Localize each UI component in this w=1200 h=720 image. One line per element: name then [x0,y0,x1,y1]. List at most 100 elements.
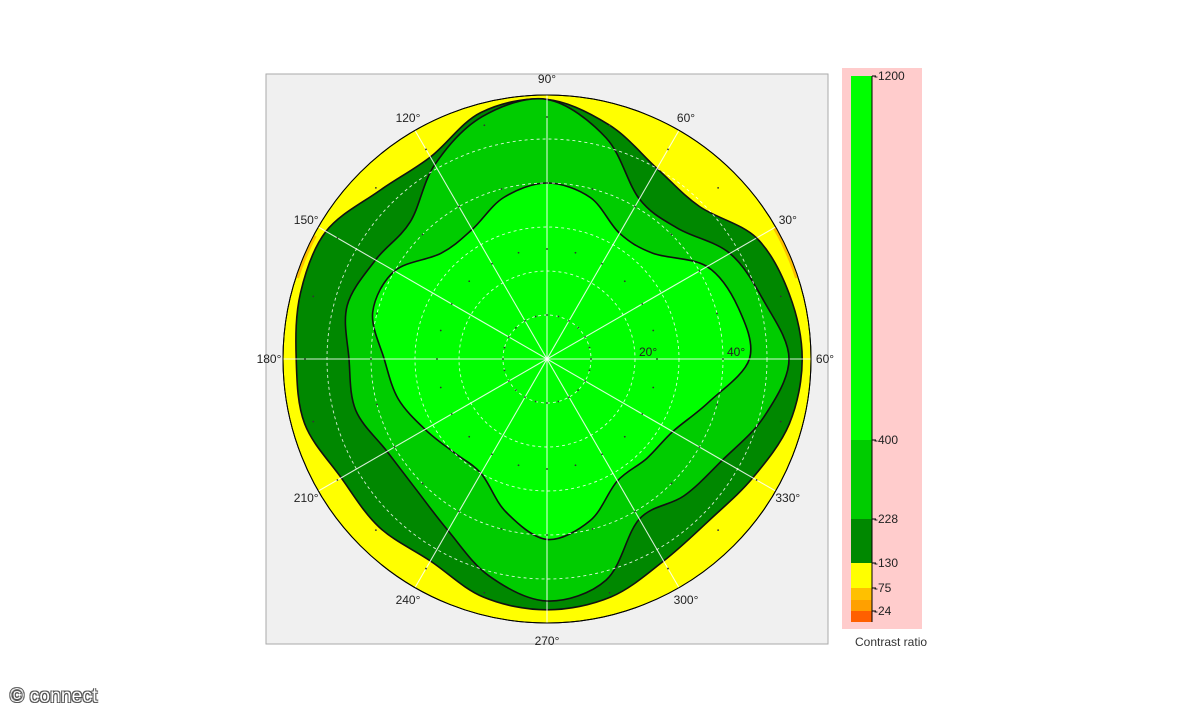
sample-dot [524,319,526,322]
sample-dot [574,464,577,467]
sample-dot [641,303,644,305]
angle-label: 180° [257,352,282,366]
sample-dot [590,358,592,360]
sample-dot [601,453,603,456]
sample-dot [641,413,644,415]
sample-dot [588,369,591,372]
sample-dot [716,403,718,406]
sample-dot [524,396,526,399]
sample-dot [717,529,720,532]
sample-dot [425,567,427,570]
sample-dot [634,205,636,208]
angle-label: 210° [294,491,319,505]
sample-dot [574,251,577,254]
angle-label: 60° [677,111,695,125]
sample-dot [656,358,658,360]
sample-dot [468,435,471,438]
angle-label: 120° [396,111,421,125]
sample-dot [755,237,758,239]
sample-dot [421,233,424,236]
sample-dot [503,369,506,372]
sample-dot [374,186,377,189]
sample-dot [557,400,560,403]
sample-dot [623,280,626,283]
radial-label: 20° [639,345,657,359]
colorbar-tick-label: -228 [874,512,898,526]
sample-dot [584,336,587,338]
colorbar-segment [851,76,872,440]
sample-dot [425,148,427,151]
sample-dot [450,413,453,415]
sample-dot [698,446,701,448]
sample-dot [304,358,306,360]
sample-dot [507,380,510,382]
sample-dot [546,600,548,602]
sample-dot [468,280,471,283]
colorbar-tick-label: -400 [874,433,898,447]
angle-label: 90° [538,72,556,86]
sample-dot [667,148,669,151]
sample-dot [670,233,673,236]
sample-dot [568,319,570,322]
sample-dot [376,403,378,406]
colorbar-tick-label: -24 [874,604,892,618]
sample-dot [722,358,724,360]
sample-dot [336,237,339,239]
sample-dot [788,358,790,360]
sample-dot [591,188,594,190]
sample-dot [393,270,396,272]
sample-dot [670,482,673,485]
sample-dot [557,315,560,318]
colorbar-segment [851,611,872,622]
sample-dot [652,329,655,332]
sample-dot [514,389,517,392]
sample-dot [534,400,537,403]
sample-dot [450,303,453,305]
sample-dot [608,591,611,594]
sample-dot [588,346,591,349]
sample-dot [584,380,587,382]
sample-dot [502,358,504,360]
sample-dot [698,270,701,272]
sample-dot [591,528,594,530]
sample-dot [376,312,378,315]
radial-label: 40° [727,345,745,359]
sample-dot [312,420,315,423]
polar-plot: 90° 60° 30° 60° 330° 300° 270° 240° 210° 180° 150°… [257,72,835,648]
sample-dot [716,312,718,315]
sample-dot [393,446,396,448]
sample-dot [483,124,486,127]
sample-dot [491,262,493,265]
sample-dot [436,358,438,360]
colorbar-segment [851,440,872,519]
colorbar-tick-label: -75 [874,581,892,595]
sample-dot [370,358,372,360]
angle-label: 300° [674,593,699,607]
colorbar-segment [851,519,872,563]
sample-dot [458,510,460,513]
sample-dot [458,205,460,208]
angle-label: 240° [396,593,421,607]
angle-label: 150° [294,213,319,227]
polar-rim [282,94,812,624]
sample-dot [546,182,548,184]
sample-dot [374,529,377,532]
sample-dot [514,326,517,329]
sample-dot [577,326,580,329]
sample-dot [667,567,669,570]
sample-dot [779,420,782,423]
copyright-watermark: © connect [10,686,98,707]
sample-dot [717,186,720,189]
angle-label: 330° [775,491,800,505]
colorbar-segment [851,563,872,588]
sample-dot [336,479,339,481]
sample-dot [546,402,548,404]
colorbar: -1200 -400 -228 -130 -75 -24 [842,68,922,629]
sample-dot [779,295,782,298]
sample-dot [483,591,486,594]
sample-dot [546,116,548,118]
sample-dot [652,386,655,389]
colorbar-tick-label: -1200 [874,69,905,83]
sample-dot [568,396,570,399]
